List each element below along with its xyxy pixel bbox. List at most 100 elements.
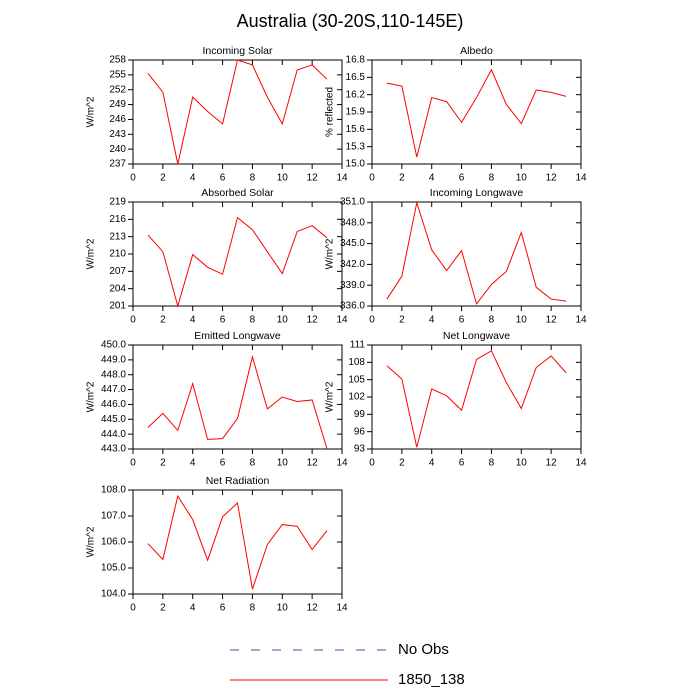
y-tick-label: 450.0 <box>101 340 126 351</box>
y-tick-label: 105.0 <box>101 563 126 574</box>
x-tick-label: 12 <box>546 458 558 469</box>
x-tick-label: 8 <box>250 173 256 184</box>
panel-title: Albedo <box>460 45 493 57</box>
y-tick-label: 201 <box>109 301 126 312</box>
y-tick-label: 443.0 <box>101 444 126 455</box>
plot-frame <box>132 201 343 307</box>
data-line <box>147 494 328 590</box>
y-tick-label: 446.0 <box>101 399 126 410</box>
x-tick-label: 2 <box>160 315 166 326</box>
x-tick-label: 0 <box>130 315 136 326</box>
y-tick-label: 219 <box>109 197 126 208</box>
x-tick-label: 14 <box>336 458 348 469</box>
x-tick-label: 6 <box>220 315 226 326</box>
y-tick-label: 255 <box>109 69 126 80</box>
y-tick-label: 447.0 <box>101 384 126 395</box>
x-tick-label: 2 <box>160 458 166 469</box>
x-tick-label: 10 <box>516 173 528 184</box>
y-tick-label: 111 <box>350 340 366 351</box>
y-axis-label: W/m^2 <box>325 381 336 412</box>
x-tick-label: 4 <box>190 173 196 184</box>
x-tick-label: 10 <box>516 315 528 326</box>
y-axis-label: W/m^2 <box>325 238 336 269</box>
data-line <box>386 68 567 158</box>
y-tick-label: 445.0 <box>101 414 126 425</box>
y-tick-label: 210 <box>109 249 126 260</box>
x-tick-label: 0 <box>369 315 375 326</box>
x-tick-label: 0 <box>130 603 136 614</box>
y-tick-label: 249 <box>109 99 126 110</box>
y-tick-label: 204 <box>109 283 126 294</box>
y-tick-label: 345.0 <box>340 238 365 249</box>
x-tick-label: 4 <box>190 315 196 326</box>
data-line <box>147 216 328 308</box>
x-tick-label: 4 <box>190 603 196 614</box>
figure-title: Australia (30-20S,110-145E) <box>237 11 464 31</box>
x-tick-label: 12 <box>307 315 319 326</box>
data-line <box>147 354 328 450</box>
y-tick-label: 216 <box>109 214 126 225</box>
y-tick-label: 96 <box>354 426 366 437</box>
y-tick-label: 237 <box>109 159 126 170</box>
y-tick-label: 246 <box>109 114 126 125</box>
y-tick-label: 106.0 <box>101 537 126 548</box>
x-tick-label: 8 <box>250 458 256 469</box>
y-tick-label: 15.3 <box>346 141 366 152</box>
x-tick-label: 6 <box>220 603 226 614</box>
x-tick-label: 14 <box>575 315 587 326</box>
x-tick-label: 14 <box>336 173 348 184</box>
y-tick-label: 105 <box>348 374 365 385</box>
x-tick-label: 6 <box>220 458 226 469</box>
x-tick-label: 10 <box>277 173 289 184</box>
y-tick-label: 444.0 <box>101 429 126 440</box>
y-tick-label: 15.9 <box>346 107 366 118</box>
y-axis-label: W/m^2 <box>86 238 97 269</box>
x-tick-label: 14 <box>336 603 348 614</box>
x-tick-label: 8 <box>250 603 256 614</box>
y-tick-label: 252 <box>109 84 126 95</box>
y-tick-label: 99 <box>354 409 366 420</box>
x-tick-label: 0 <box>369 173 375 184</box>
panel-title: Incoming Longwave <box>430 187 524 199</box>
x-tick-label: 8 <box>489 315 495 326</box>
y-tick-label: 16.2 <box>346 89 366 100</box>
y-tick-label: 107.0 <box>101 511 126 522</box>
panel-title: Emitted Longwave <box>194 330 281 342</box>
x-tick-label: 6 <box>220 173 226 184</box>
y-tick-label: 351.0 <box>340 197 365 208</box>
y-tick-label: 336.0 <box>340 301 365 312</box>
x-tick-label: 14 <box>575 173 587 184</box>
y-axis-label: W/m^2 <box>86 526 97 557</box>
y-axis-label: W/m^2 <box>86 381 97 412</box>
x-tick-label: 2 <box>399 315 405 326</box>
legend-label: 1850_138 <box>398 671 465 688</box>
y-tick-label: 240 <box>109 144 126 155</box>
x-tick-label: 8 <box>489 458 495 469</box>
x-tick-label: 4 <box>429 315 435 326</box>
data-line <box>386 200 567 306</box>
y-tick-label: 348.0 <box>340 217 365 228</box>
x-tick-label: 2 <box>160 173 166 184</box>
y-tick-label: 448.0 <box>101 369 126 380</box>
y-axis-label: % reflected <box>325 87 336 137</box>
x-tick-label: 12 <box>307 173 319 184</box>
x-tick-label: 12 <box>307 458 319 469</box>
panel-title: Net Radiation <box>206 475 270 487</box>
plot-frame <box>371 344 582 450</box>
y-tick-label: 15.6 <box>346 124 366 135</box>
y-tick-label: 243 <box>109 129 126 140</box>
y-tick-label: 339.0 <box>340 280 365 291</box>
y-tick-label: 102 <box>348 392 365 403</box>
y-tick-label: 104.0 <box>101 589 126 600</box>
x-tick-label: 12 <box>546 173 558 184</box>
panel-title: Incoming Solar <box>202 45 273 57</box>
x-tick-label: 10 <box>277 458 289 469</box>
y-axis-label: W/m^2 <box>86 96 97 127</box>
y-tick-label: 15.0 <box>346 159 366 170</box>
x-tick-label: 2 <box>399 458 405 469</box>
y-tick-label: 342.0 <box>340 259 365 270</box>
x-tick-label: 4 <box>429 458 435 469</box>
plot-frame <box>132 489 343 595</box>
panel-title: Absorbed Solar <box>201 187 274 199</box>
x-tick-label: 4 <box>190 458 196 469</box>
